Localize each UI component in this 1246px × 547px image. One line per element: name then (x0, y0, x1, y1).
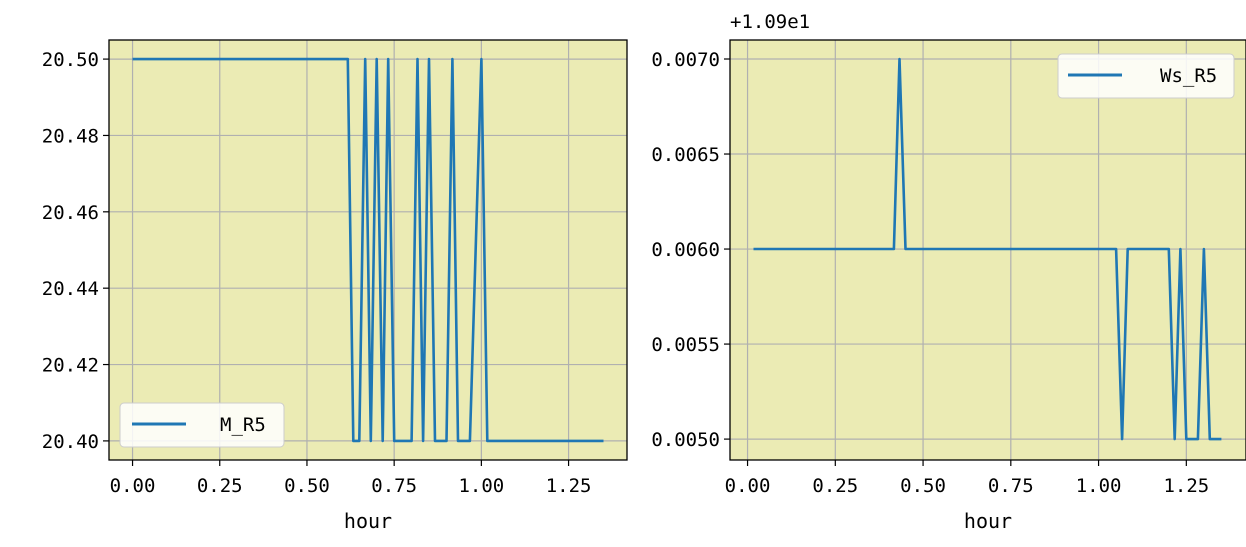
right-y-tick-label: 0.0065 (651, 144, 720, 166)
left-x-tick-label: 0.75 (371, 475, 417, 497)
left-y-tick-label: 20.44 (42, 278, 99, 300)
left-y-tick-label: 20.50 (42, 49, 99, 71)
left-legend-box (119, 402, 285, 448)
right-y-tick-label: 0.0055 (651, 334, 720, 356)
right-y-tick-label: 0.0060 (651, 239, 720, 261)
right-axes-frame (729, 39, 1246, 461)
left-x-tick-label: 1.00 (458, 475, 504, 497)
right-x-tick-label: 0.75 (988, 475, 1034, 497)
right-series-line (753, 57, 1222, 441)
left-x-tick-label: 0.00 (110, 475, 156, 497)
right-y-tick-label: 0.0050 (651, 429, 720, 451)
right-x-tick-label: 1.25 (1163, 475, 1209, 497)
right-x-axis-label: hour (964, 509, 1012, 533)
left-legend: M_R5 (119, 402, 285, 448)
left-y-tick-label: 20.48 (42, 125, 99, 147)
left-series-line (132, 57, 604, 443)
right-legend-box (1057, 53, 1235, 99)
left-y-tick-label: 20.42 (42, 355, 99, 377)
left-axes-frame (108, 39, 628, 461)
left-x-ticks: 0.00 0.25 0.50 0.75 1.00 1.25 (110, 460, 592, 497)
left-x-tick-label: 1.25 (546, 475, 592, 497)
left-chart: 0.00 0.25 0.50 0.75 1.00 1.25 20.40 20.42 20.44… (42, 39, 628, 533)
right-y-offset-text: +1.09e1 (730, 11, 810, 33)
right-x-tick-label: 1.00 (1076, 475, 1122, 497)
right-series-group (753, 57, 1222, 441)
left-x-tick-label: 0.25 (197, 475, 243, 497)
right-x-tick-label: 0.00 (725, 475, 771, 497)
left-x-tick-label: 0.50 (284, 475, 330, 497)
right-chart: +1.09e1 0.00 0.25 0.50 0.75 1.00 1.25 0.00500… (651, 11, 1246, 533)
right-x-ticks: 0.00 0.25 0.50 0.75 1.00 1.25 (725, 460, 1209, 497)
left-y-tick-label: 20.46 (42, 202, 99, 224)
left-x-axis-label: hour (344, 509, 392, 533)
right-x-tick-label: 0.25 (812, 475, 858, 497)
left-y-ticks: 20.40 20.42 20.44 20.46 20.48 20.50 (42, 49, 109, 453)
left-series-group (132, 57, 604, 443)
right-x-tick-label: 0.50 (900, 475, 946, 497)
right-y-ticks: 0.0050 0.0055 0.0060 0.0065 0.0070 (651, 49, 730, 451)
right-legend-label: Ws_R5 (1160, 65, 1217, 87)
right-y-tick-label: 0.0070 (651, 49, 720, 71)
left-y-tick-label: 20.40 (42, 431, 99, 453)
left-legend-label: M_R5 (220, 414, 266, 436)
right-legend: Ws_R5 (1057, 53, 1235, 99)
